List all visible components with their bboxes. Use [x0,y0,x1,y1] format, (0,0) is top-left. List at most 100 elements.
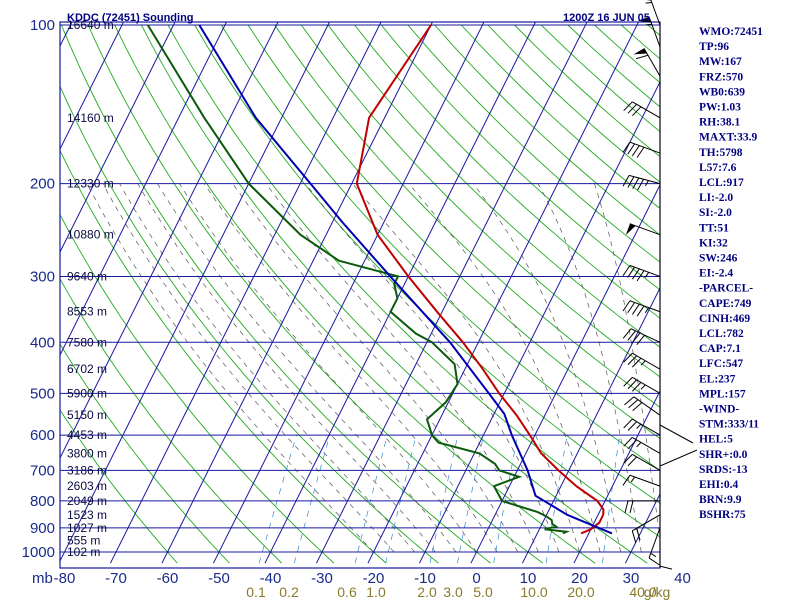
height-label: 5900 m [67,386,107,400]
stability-index-panel: WMO:72451 TP:96 MW:167 FRZ:570 WB0:639 PW:1.0… [699,26,763,521]
isotherm [60,22,125,151]
moist-adiabat [537,183,642,553]
wind-barb [633,48,661,77]
dry-adiabat [60,409,178,564]
pressure-tick-label: 200 [30,176,55,193]
isobar-lines [59,21,661,569]
mixing-ratio-label: 0.6 [337,584,357,600]
mixing-ratio-labels: 0.1 0.2 0.6 1.0 2.0 3.0 5.0 10.0 20.0 40.0g/kg [246,584,670,600]
pressure-tick-label: 800 [30,493,55,510]
mixing-ratio-label: 3.0 [443,584,463,600]
temperature-tick-label: 10 [520,570,537,587]
mixing-ratio-label: 2.0 [417,584,437,600]
index-line: TH:5798 [699,147,743,159]
mixing-ratio-line [258,435,297,564]
index-line: KI:32 [699,237,728,249]
wind-barb [623,436,661,454]
wind-barb [622,174,661,191]
index-line: CAP:7.1 [699,343,741,355]
dry-adiabat [60,24,491,564]
isotherm-lines [0,1,660,564]
dry-adiabat [60,149,387,564]
dry-adiabat [220,24,660,472]
isotherm [0,1,31,563]
index-line: L57:7.6 [699,162,737,174]
mixing-ratio-label: 5.0 [473,584,493,600]
pressure-axis-labels: 100 200 300 400 500 600 700 800 900 1000 [22,17,55,561]
mixing-ratio-line [545,435,568,564]
index-line: HEL:5 [699,434,733,446]
isotherm [109,22,382,564]
temperature-tick-label: -20 [363,570,385,587]
temperature-tick-label: 40 [674,570,691,587]
parcel-trace [198,24,613,535]
wind-barb [622,265,661,282]
plot-frame [59,21,661,569]
index-line: TT:51 [699,222,729,234]
wind-barb [623,101,661,119]
storm-motion-pointer [659,424,694,444]
dry-adiabat [407,24,660,263]
moist-adiabat [305,183,560,553]
pressure-tick-label: 1000 [22,544,55,561]
isotherm [521,286,660,564]
mixing-ratio-label: 0.2 [279,584,299,600]
dry-adiabat [274,24,660,408]
isotherm [470,183,660,564]
wind-barb [659,534,673,570]
wind-barb [645,0,661,26]
isotherm [60,22,331,563]
wind-barb [623,352,661,370]
index-line: BRN:9.9 [699,494,742,506]
dry-adiabat [300,24,660,378]
temperature-tick-label: -80 [54,570,76,587]
pressure-tick-label: 500 [30,385,55,402]
temperature-tick-label: -40 [260,570,282,587]
index-line: STM:333/11 [699,419,759,431]
dry-adiabat [327,24,660,348]
index-line: LFC:547 [699,358,743,370]
dry-adiabat [380,24,660,291]
index-line: MW:167 [699,56,742,68]
index-line: -PARCEL- [699,283,753,295]
pressure-unit-label: mb [32,570,53,587]
dry-adiabat [540,24,660,133]
index-line: -WIND- [699,404,739,416]
height-label: 2049 m [67,494,107,508]
moist-adiabat [86,183,374,553]
isotherm [212,22,485,564]
index-line: LI:-2.0 [699,192,733,204]
index-line: LCL:782 [699,328,744,340]
dry-adiabat [354,24,660,319]
index-line: FRZ:570 [699,71,743,83]
mixing-ratio-line [354,435,388,564]
sounding-traces [146,24,613,535]
mixing-ratio-unit: g/kg [644,584,670,600]
dry-adiabat [114,24,596,564]
height-labels: 16640 m 14160 m 12330 m 10880 m 9640 m 8553 m… [67,18,114,559]
isotherm [315,22,588,564]
dry-adiabat [487,24,660,183]
mixing-ratio-label: 40.0 [629,584,656,600]
wind-barb [624,500,660,514]
moist-adiabat [137,183,436,553]
mixing-ratio-label: 10.0 [520,584,547,600]
moist-adiabat [594,183,660,541]
dry-adiabat [567,24,660,108]
height-label: 6702 m [67,362,107,376]
sounding-datetime: 1200Z 16 JUN 05 [563,12,650,24]
temperature-tick-label: 30 [623,570,640,587]
wind-barbs [622,0,698,570]
dry-adiabat [60,213,335,564]
isotherm [161,22,434,564]
wind-barb [624,396,661,416]
mixing-ratio-label: 1.0 [366,584,386,600]
height-label: 555 m [67,533,100,547]
moist-adiabat [352,183,580,553]
height-label: 2603 m [67,479,107,493]
isotherm [264,22,537,564]
index-line: LCL:917 [699,177,744,189]
index-line: MAXT:33.9 [699,132,757,144]
mixing-ratio-label: 0.1 [246,584,266,600]
temperature-axis-labels: -80 -70 -60 -50 -40 -30 -20 -10 0 10 20 30 40 [54,570,691,587]
